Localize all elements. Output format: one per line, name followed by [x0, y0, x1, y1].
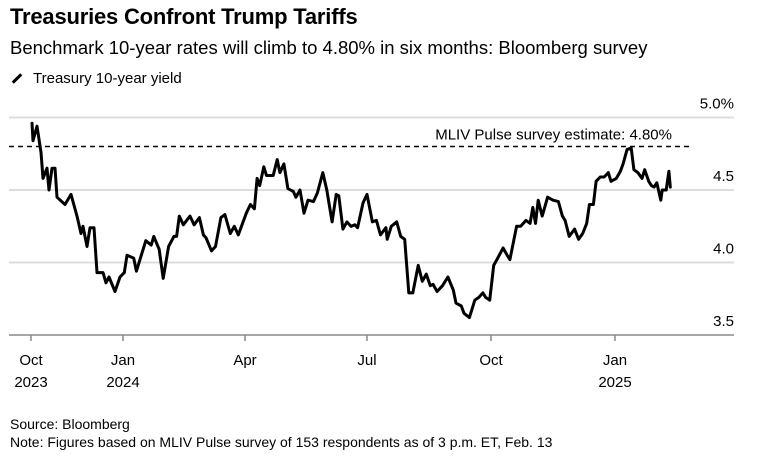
- series-line-treasury-10-year-yield: [30, 121, 672, 320]
- x-tick-year-label: 2023: [14, 374, 47, 391]
- x-tick-label: Oct: [19, 352, 43, 369]
- reference-line-group: MLIV Pulse survey estimate: 4.80%: [9, 127, 693, 148]
- legend: Treasury 10-year yield: [10, 70, 182, 87]
- x-tick-label: Apr: [233, 352, 256, 369]
- y-tick-label: 4.0: [713, 241, 734, 258]
- reference-line-label: MLIV Pulse survey estimate: 4.80%: [435, 127, 672, 144]
- x-tick-label: Jul: [357, 352, 376, 369]
- x-tick-year-label: 2024: [106, 374, 139, 391]
- y-tick-label: 5.0%: [700, 96, 734, 113]
- footnote: Note: Figures based on MLIV Pulse survey…: [10, 434, 553, 450]
- x-tick-year-label: 2025: [598, 374, 631, 391]
- y-axis-labels: 5.0% 4.5 4.0 3.5: [700, 96, 734, 331]
- y-tick-label: 4.5: [713, 168, 734, 185]
- x-axis: Oct 2023 Jan 2024 Apr Jul Oct Jan 2025: [9, 334, 734, 391]
- y-tick-label: 3.5: [713, 313, 734, 330]
- chart-subtitle: Benchmark 10-year rates will climb to 4.…: [10, 37, 648, 58]
- x-tick-label: Oct: [479, 352, 503, 369]
- footer: Source: Bloomberg Note: Figures based on…: [10, 415, 552, 451]
- source-note: Source: Bloomberg: [10, 416, 130, 432]
- series-group: [30, 121, 672, 320]
- chart-title: Treasuries Confront Trump Tariffs: [10, 4, 358, 29]
- gridlines: [9, 116, 734, 264]
- x-tick-label: Jan: [603, 352, 627, 369]
- legend-label: Treasury 10-year yield: [33, 70, 182, 87]
- x-tick-label: Jan: [111, 352, 135, 369]
